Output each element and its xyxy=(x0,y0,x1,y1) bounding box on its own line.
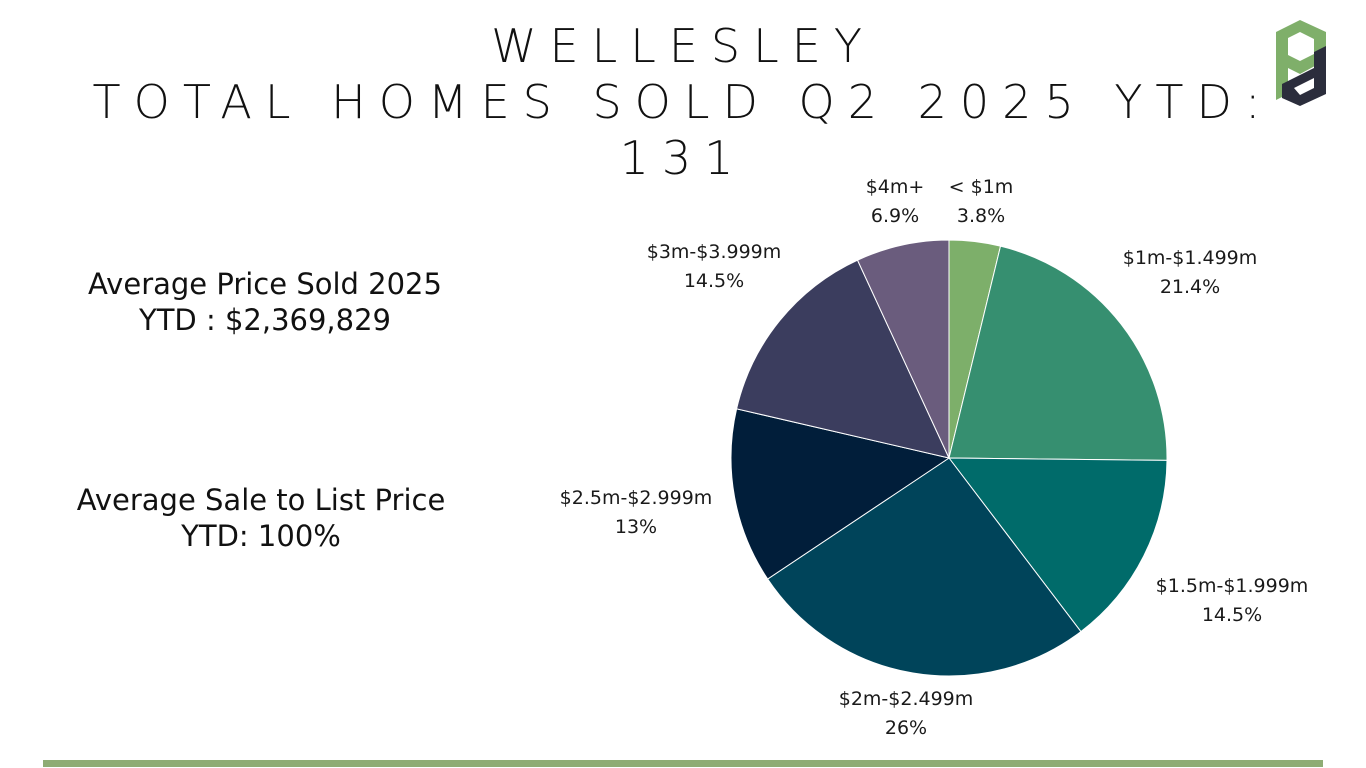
slice-percent-label: 14.5% xyxy=(1202,604,1262,626)
pie-slice xyxy=(856,239,950,459)
page-title: WELLESLEY TOTAL HOMES SOLD Q2 2025 YTD: … xyxy=(40,18,1326,186)
logo-white-cutout xyxy=(1288,32,1314,61)
slice-category-label: $4m+ xyxy=(866,176,925,198)
logo-dark-cutout xyxy=(1294,78,1314,95)
sale-to-list-stat: Average Sale to List Price YTD: 100% xyxy=(36,482,486,554)
slice-category-label: $1m-$1.499m xyxy=(1123,247,1258,269)
average-price-line-1: Average Price Sold 2025 xyxy=(88,267,442,301)
sale-to-list-line-2: YTD: 100% xyxy=(181,519,341,553)
slice-category-label: $3m-$3.999m xyxy=(647,241,782,263)
average-price-stat: Average Price Sold 2025 YTD : $2,369,829 xyxy=(40,266,490,338)
pie-labels: < $1m 3.8% $1m-$1.499m 21.4% $1.5m-$1.999m 14… xyxy=(560,176,1309,739)
pie-slices xyxy=(730,239,1168,677)
title-line-1: WELLESLEY xyxy=(491,19,875,73)
title-line-3: 131 xyxy=(619,131,747,185)
slice-category-label: < $1m xyxy=(949,176,1014,198)
slice-category-label: $2.5m-$2.999m xyxy=(560,487,713,509)
pie-slice xyxy=(736,259,950,459)
pd-logo-icon xyxy=(1276,20,1326,106)
slice-category-label: $1.5m-$1.999m xyxy=(1156,575,1309,597)
pie-slice xyxy=(766,457,1082,677)
logo-dark-shape xyxy=(1282,46,1326,106)
pie-slice xyxy=(730,408,951,580)
title-line-2: TOTAL HOMES SOLD Q2 2025 YTD: xyxy=(92,75,1274,129)
pie-slice xyxy=(947,457,1168,633)
bottom-accent-bar xyxy=(43,760,1323,767)
slice-percent-label: 6.9% xyxy=(871,205,919,227)
slice-percent-label: 14.5% xyxy=(684,270,744,292)
slice-percent-label: 13% xyxy=(615,516,657,538)
slice-percent-label: 3.8% xyxy=(957,205,1005,227)
slice-percent-label: 26% xyxy=(885,717,927,739)
average-price-line-2: YTD : $2,369,829 xyxy=(138,303,391,337)
pie-slice xyxy=(948,245,1168,461)
sale-to-list-line-1: Average Sale to List Price xyxy=(76,483,446,517)
slice-category-label: $2m-$2.499m xyxy=(839,688,974,710)
slice-percent-label: 21.4% xyxy=(1160,276,1220,298)
